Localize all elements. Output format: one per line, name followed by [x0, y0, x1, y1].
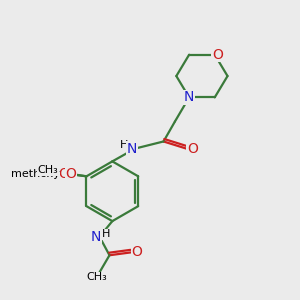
- Text: methoxy: methoxy: [11, 169, 60, 179]
- Text: O: O: [58, 167, 69, 181]
- Text: N: N: [184, 90, 194, 104]
- Text: N: N: [127, 142, 137, 156]
- Text: CH₃: CH₃: [86, 272, 107, 282]
- Text: CH₃: CH₃: [38, 165, 58, 175]
- Text: H: H: [120, 140, 128, 150]
- Text: N: N: [91, 230, 101, 244]
- Text: O: O: [65, 167, 76, 181]
- Text: O: O: [212, 48, 223, 62]
- Text: H: H: [102, 230, 110, 239]
- Text: O: O: [132, 245, 142, 260]
- Text: O: O: [187, 142, 198, 156]
